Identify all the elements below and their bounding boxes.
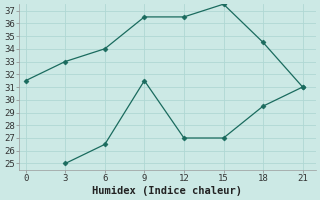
X-axis label: Humidex (Indice chaleur): Humidex (Indice chaleur) [92,186,243,196]
